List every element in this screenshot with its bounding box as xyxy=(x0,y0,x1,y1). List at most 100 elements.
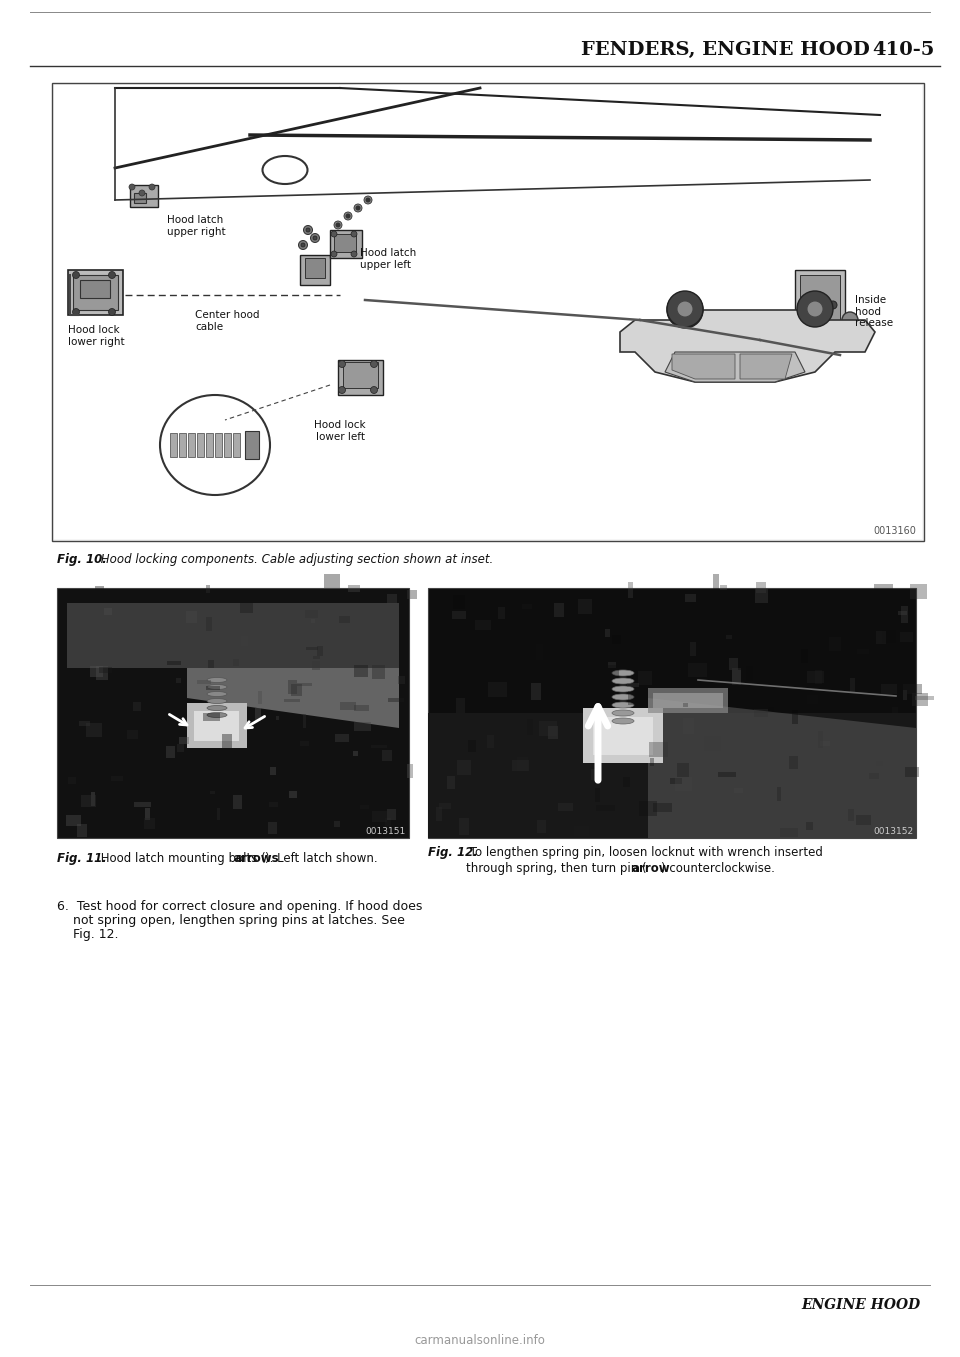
Bar xyxy=(850,678,855,692)
Polygon shape xyxy=(648,697,916,839)
Bar xyxy=(188,433,195,457)
Bar xyxy=(297,683,312,687)
Circle shape xyxy=(799,301,807,309)
Bar xyxy=(638,670,652,685)
Ellipse shape xyxy=(207,706,227,711)
Bar xyxy=(96,666,108,680)
Bar xyxy=(596,805,615,811)
Bar xyxy=(874,584,893,589)
Bar xyxy=(343,362,378,388)
Bar xyxy=(68,270,123,315)
Bar xyxy=(170,433,177,457)
Text: 0013160: 0013160 xyxy=(874,527,916,536)
Ellipse shape xyxy=(262,156,307,185)
Circle shape xyxy=(797,290,833,327)
Bar xyxy=(66,816,81,826)
Bar xyxy=(73,275,118,309)
Polygon shape xyxy=(665,351,805,383)
Circle shape xyxy=(129,185,135,190)
Polygon shape xyxy=(620,309,875,383)
Text: Fig. 12.: Fig. 12. xyxy=(428,845,478,859)
Bar xyxy=(746,666,753,681)
Circle shape xyxy=(364,195,372,204)
Text: Hood latch
upper right: Hood latch upper right xyxy=(167,214,226,236)
Bar xyxy=(224,433,231,457)
Bar xyxy=(305,258,325,278)
Circle shape xyxy=(829,301,837,309)
Bar xyxy=(130,185,158,208)
Bar xyxy=(354,706,369,711)
Circle shape xyxy=(371,361,377,368)
Bar xyxy=(768,707,774,711)
Bar xyxy=(339,616,350,623)
Bar xyxy=(856,816,871,825)
Text: 0013152: 0013152 xyxy=(873,826,913,836)
Text: To lengthen spring pin, loosen locknut with wrench inserted: To lengthen spring pin, loosen locknut w… xyxy=(466,845,823,859)
Bar xyxy=(54,85,922,539)
Bar xyxy=(475,620,491,630)
Bar xyxy=(99,668,112,673)
Text: Hood lock
lower right: Hood lock lower right xyxy=(68,324,125,346)
Bar xyxy=(245,432,259,459)
Bar xyxy=(912,693,928,706)
Bar xyxy=(456,697,465,712)
Bar xyxy=(371,745,387,748)
Bar xyxy=(795,270,845,350)
Bar xyxy=(527,719,533,735)
Bar xyxy=(777,787,781,801)
Bar xyxy=(453,594,465,609)
Bar xyxy=(372,665,385,678)
Bar xyxy=(428,588,916,839)
Bar xyxy=(675,778,692,791)
Ellipse shape xyxy=(612,718,634,725)
Bar xyxy=(176,678,181,683)
Bar xyxy=(166,746,175,759)
Bar xyxy=(875,826,888,836)
Bar xyxy=(215,433,222,457)
Ellipse shape xyxy=(612,693,634,700)
Bar xyxy=(111,776,123,782)
Bar xyxy=(718,772,736,778)
Circle shape xyxy=(108,308,115,315)
Bar xyxy=(194,711,239,741)
Bar xyxy=(517,757,528,771)
Bar xyxy=(683,718,694,734)
Bar xyxy=(145,807,150,820)
Circle shape xyxy=(351,251,357,256)
Ellipse shape xyxy=(612,678,634,684)
Circle shape xyxy=(351,231,357,237)
Circle shape xyxy=(339,387,346,394)
Bar xyxy=(354,722,371,731)
Bar xyxy=(387,594,397,604)
Bar xyxy=(818,731,823,748)
Circle shape xyxy=(858,327,868,337)
Bar xyxy=(845,342,857,350)
Circle shape xyxy=(301,243,305,247)
Circle shape xyxy=(313,236,317,240)
Ellipse shape xyxy=(207,692,227,696)
Bar xyxy=(903,689,907,700)
Bar xyxy=(531,683,541,700)
Text: not spring open, lengthen spring pins at latches. See: not spring open, lengthen spring pins at… xyxy=(57,915,405,927)
Circle shape xyxy=(667,290,703,327)
Bar xyxy=(313,655,320,660)
Text: through spring, then turn pin (: through spring, then turn pin ( xyxy=(466,862,647,875)
Bar xyxy=(187,703,247,748)
Bar xyxy=(284,699,300,702)
Circle shape xyxy=(303,225,313,235)
Bar xyxy=(548,726,558,740)
Bar xyxy=(551,811,567,822)
Bar xyxy=(360,805,369,809)
Bar xyxy=(80,280,110,299)
Circle shape xyxy=(334,221,342,229)
Bar xyxy=(398,676,405,684)
Text: Fig. 12.: Fig. 12. xyxy=(57,928,118,940)
Bar xyxy=(52,83,924,541)
Bar xyxy=(754,708,768,716)
Bar xyxy=(898,611,907,615)
Bar xyxy=(537,820,546,833)
Bar xyxy=(829,636,841,651)
Bar xyxy=(91,792,95,806)
Text: Hood latch
upper left: Hood latch upper left xyxy=(360,248,417,270)
Bar xyxy=(650,759,654,765)
